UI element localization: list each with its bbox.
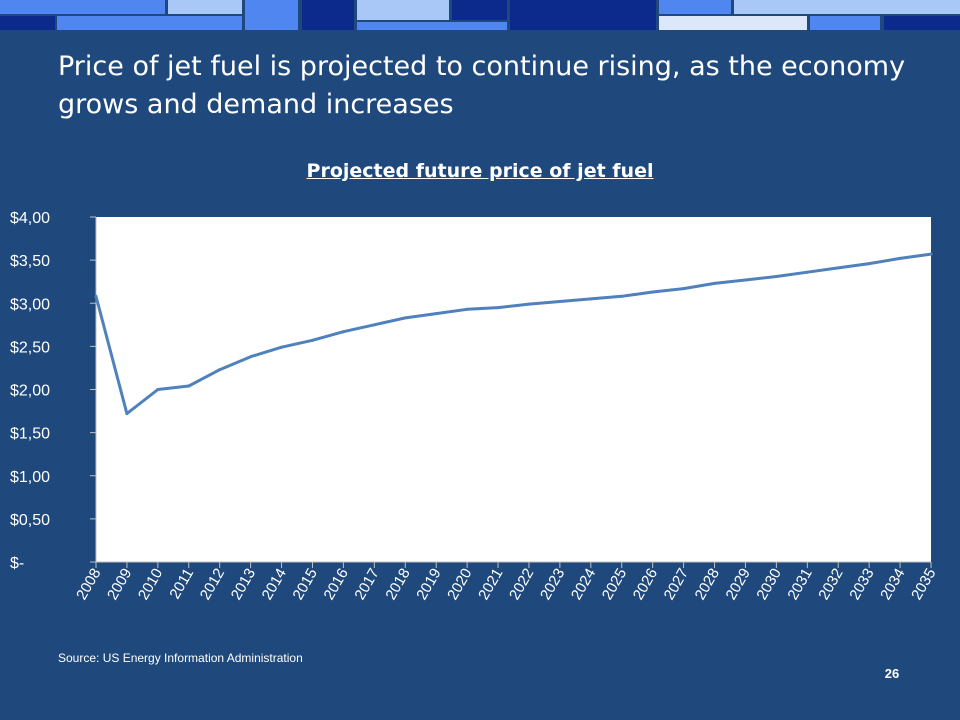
data-point <box>527 302 531 306</box>
x-tick-label: 2013 <box>228 566 259 603</box>
header-block <box>245 0 298 30</box>
x-tick-label: 2008 <box>73 566 104 603</box>
header-block <box>302 0 354 30</box>
x-tick-label: 2024 <box>568 566 599 603</box>
x-tick-label: 2012 <box>197 566 228 603</box>
y-tick-label: $- <box>10 555 24 572</box>
y-tick-label: $1,50 <box>10 426 50 443</box>
header-block <box>884 16 960 30</box>
y-tick-label: $1,00 <box>10 469 50 486</box>
x-tick-label: 2032 <box>815 566 846 603</box>
data-point <box>589 297 593 301</box>
y-tick-label: $3,00 <box>10 296 50 313</box>
x-tick-label: 2016 <box>320 566 351 603</box>
x-tick-label: 2018 <box>382 566 413 603</box>
data-point <box>929 252 933 256</box>
x-tick-label: 2026 <box>630 566 661 603</box>
y-tick-label: $4,00 <box>10 210 50 227</box>
y-tick-label: $3,50 <box>10 253 50 270</box>
chart-title: Projected future price of jet fuel <box>306 160 654 182</box>
header-block <box>357 0 449 20</box>
x-tick-label: 2021 <box>475 566 506 603</box>
x-tick-label: 2019 <box>413 566 444 603</box>
data-point <box>713 281 717 285</box>
data-point <box>465 307 469 311</box>
y-tick-label: $2,00 <box>10 383 50 400</box>
data-point <box>774 275 778 279</box>
x-tick-label: 2022 <box>506 566 537 603</box>
header-block <box>659 0 731 14</box>
data-point <box>94 294 98 298</box>
header-block <box>168 0 242 14</box>
x-tick-label: 2009 <box>104 566 135 603</box>
x-tick-label: 2033 <box>846 566 877 603</box>
x-tick-label: 2017 <box>351 566 382 603</box>
x-tick-label: 2031 <box>784 566 815 603</box>
data-point <box>434 312 438 316</box>
x-tick-label: 2011 <box>166 566 197 602</box>
header-block <box>734 0 960 14</box>
data-point <box>249 355 253 359</box>
x-tick-label: 2023 <box>537 566 568 603</box>
x-tick-label: 2029 <box>722 566 753 603</box>
data-point <box>310 338 314 342</box>
header-block <box>510 0 656 30</box>
slide-number: 26 <box>884 666 900 681</box>
data-point <box>620 294 624 298</box>
header-block <box>810 16 880 30</box>
x-tick-label: 2028 <box>692 566 723 603</box>
plot-area <box>96 217 931 562</box>
data-point <box>218 368 222 372</box>
data-point <box>898 256 902 260</box>
data-point <box>743 278 747 282</box>
header-block <box>0 0 165 14</box>
x-tick-label: 2027 <box>661 566 692 603</box>
x-tick-label: 2034 <box>877 566 908 603</box>
y-tick-label: $0,50 <box>10 512 50 529</box>
data-point <box>496 306 500 310</box>
decorative-header-bar <box>0 0 960 30</box>
data-point <box>836 266 840 270</box>
data-point <box>156 388 160 391</box>
x-tick-label: 2030 <box>753 566 784 603</box>
x-tick-label: 2014 <box>259 566 290 603</box>
data-point <box>280 345 284 349</box>
series-line <box>94 252 933 416</box>
header-block <box>0 16 55 30</box>
source-note: Source: US Energy Information Administra… <box>58 651 303 665</box>
x-tick-label: 2020 <box>444 566 475 603</box>
data-point <box>125 412 129 416</box>
data-point <box>341 330 345 334</box>
slide-title: Price of jet fuel is projected to contin… <box>58 51 906 120</box>
data-point <box>682 287 686 291</box>
x-tick-label: 2035 <box>908 566 939 603</box>
y-tick-label: $2,50 <box>10 339 50 356</box>
x-tick-label: 2010 <box>135 566 166 603</box>
data-point <box>372 323 376 327</box>
header-block <box>452 0 507 20</box>
data-point <box>403 316 407 320</box>
header-block <box>57 16 242 30</box>
data-point <box>805 270 809 274</box>
data-point <box>651 290 655 294</box>
header-block <box>659 16 807 30</box>
header-block <box>357 22 507 30</box>
data-point <box>187 384 191 388</box>
data-point <box>558 300 562 304</box>
x-tick-label: 2015 <box>290 566 321 603</box>
x-tick-label: 2025 <box>599 566 630 603</box>
data-point <box>867 262 871 266</box>
